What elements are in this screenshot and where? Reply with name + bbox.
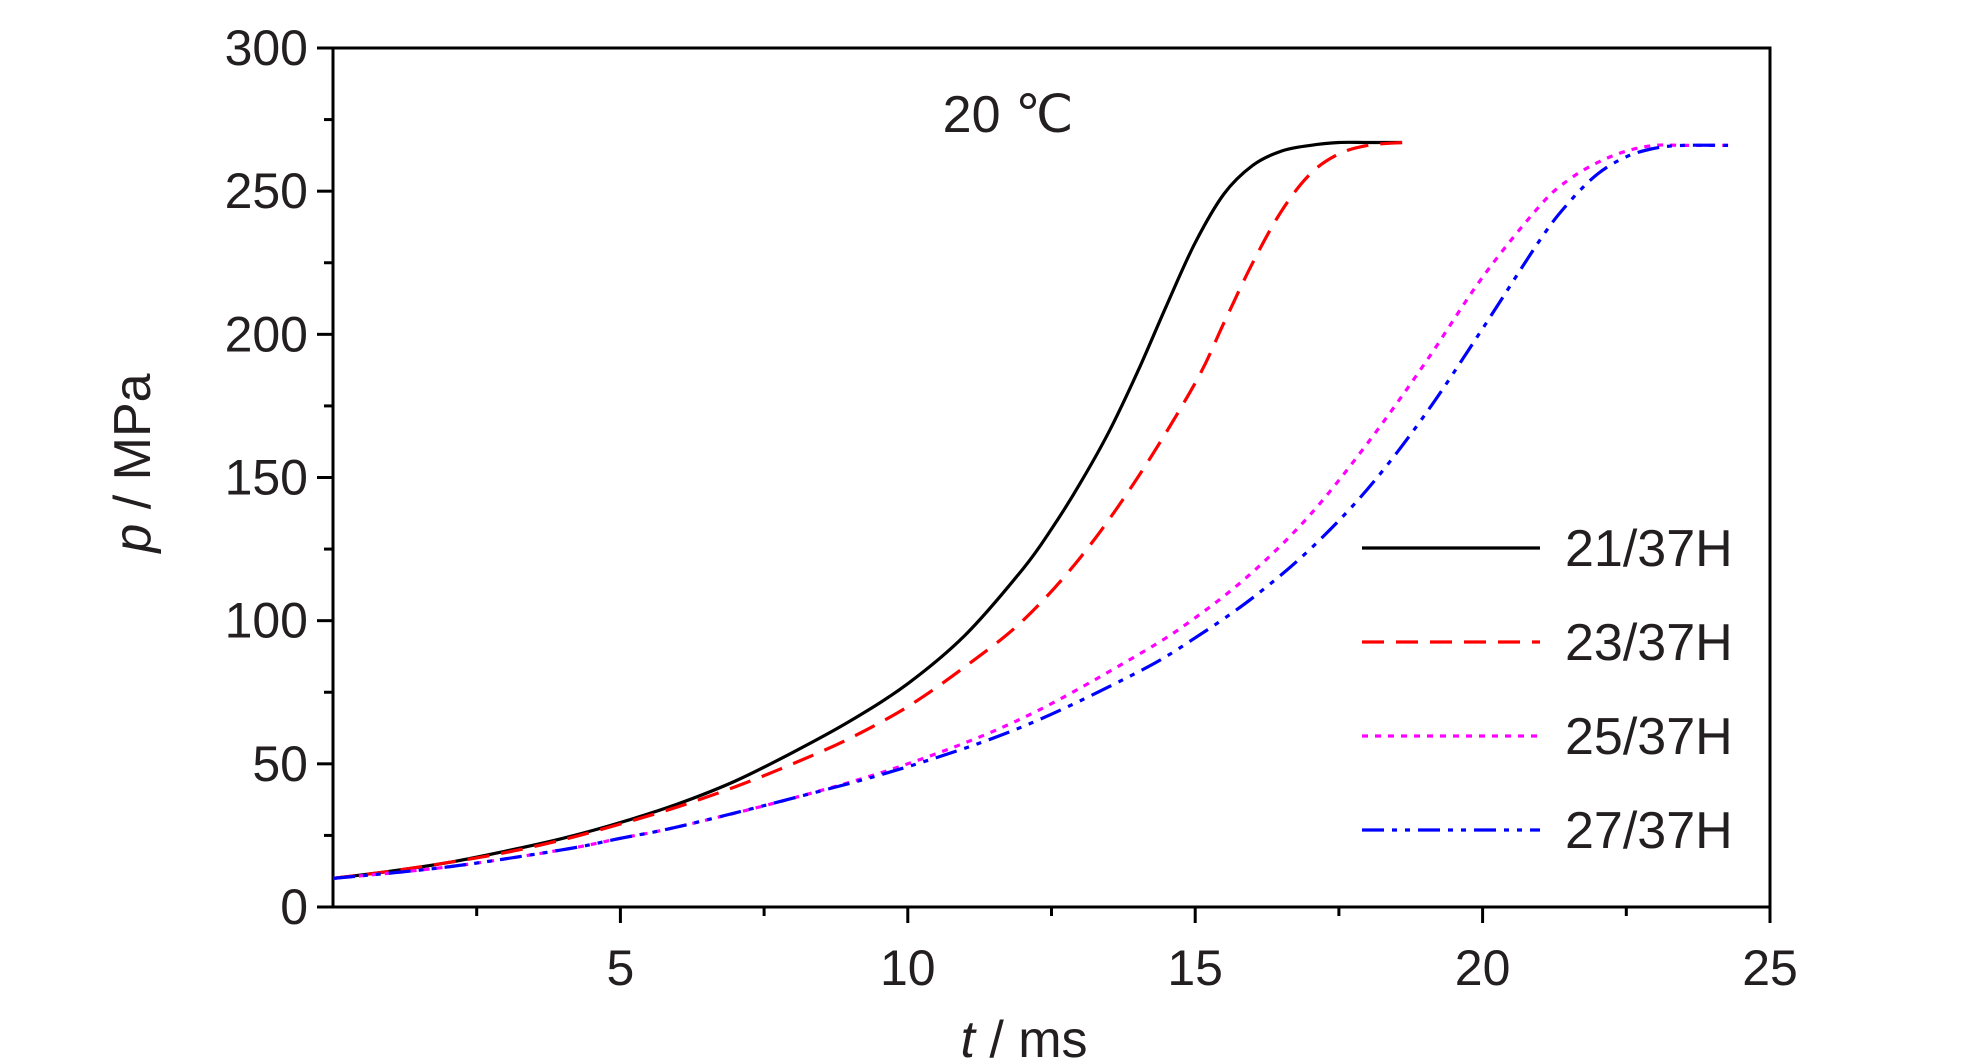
series-line-3: [332, 143, 1730, 880]
plot-border: [331, 46, 1772, 909]
x-tick-label: 15: [1167, 940, 1223, 996]
y-tick-label: 50: [252, 736, 308, 792]
x-axis-label-unit: / ms: [975, 1011, 1088, 1063]
y-tick-label: 200: [225, 306, 308, 362]
x-tick-label: 5: [606, 940, 634, 996]
temperature-annotation: 20 ℃: [943, 86, 1074, 144]
x-axis-label-symbol: t: [960, 1011, 977, 1063]
y-axis-label: p / MPa: [104, 373, 162, 554]
y-tick-label: 100: [225, 593, 308, 649]
y-axis-label-unit: / MPa: [104, 373, 162, 523]
y-tick-label: 300: [225, 20, 308, 76]
series-line-4: [332, 143, 1730, 880]
x-axis-label: t / ms: [960, 1011, 1087, 1063]
legend-label-1: 21/37H: [1565, 520, 1733, 578]
series-line-1: [332, 140, 1403, 880]
series-layer: [332, 140, 1730, 880]
x-axis: 5 10 15 20 25: [475, 907, 1798, 996]
legend-label-4: 27/37H: [1565, 802, 1733, 860]
y-axis: 0 50 100 150 200 250 300: [225, 20, 333, 935]
x-tick-label: 10: [880, 940, 936, 996]
y-tick-label: 0: [280, 879, 308, 935]
x-tick-label: 25: [1742, 940, 1798, 996]
legend-label-3: 25/37H: [1565, 708, 1733, 766]
y-tick-label: 250: [225, 163, 308, 219]
x-tick-label: 20: [1455, 940, 1511, 996]
y-axis-label-symbol: p: [104, 524, 162, 555]
y-tick-label: 150: [225, 450, 308, 506]
plot-frame: [331, 46, 1772, 909]
legend-label-2: 23/37H: [1565, 614, 1733, 672]
series-line-2: [332, 140, 1403, 880]
legend: 21/37H 23/37H 25/37H 27/37H: [1362, 520, 1733, 860]
